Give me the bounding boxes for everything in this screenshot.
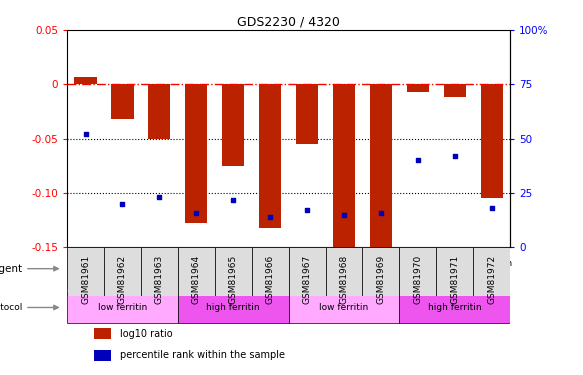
Point <box>192 210 201 216</box>
Bar <box>399 292 510 323</box>
Bar <box>178 248 215 296</box>
Bar <box>325 248 363 296</box>
Text: high ferritin: high ferritin <box>206 303 260 312</box>
Text: SF-0: SF-0 <box>334 264 354 273</box>
Point <box>303 207 312 213</box>
Bar <box>178 292 289 323</box>
Bar <box>67 292 178 323</box>
Point <box>450 153 459 159</box>
Text: low ferritin: low ferritin <box>98 303 147 312</box>
Point <box>376 210 385 216</box>
Bar <box>252 248 289 296</box>
Text: DMEM-Hemin: DMEM-Hemin <box>203 264 264 273</box>
Bar <box>399 249 510 288</box>
Text: SF-FAC (ferric ammonium
citrate): SF-FAC (ferric ammonium citrate) <box>397 259 512 278</box>
Text: DMEM-FBS: DMEM-FBS <box>99 264 146 273</box>
Title: GDS2230 / 4320: GDS2230 / 4320 <box>237 16 340 29</box>
Text: GSM81965: GSM81965 <box>229 255 238 304</box>
Text: GSM81963: GSM81963 <box>155 255 164 304</box>
Bar <box>178 249 289 288</box>
Bar <box>289 249 399 288</box>
Text: growth protocol: growth protocol <box>0 303 23 312</box>
Bar <box>104 248 141 296</box>
Text: GSM81968: GSM81968 <box>339 255 349 304</box>
Point <box>487 205 496 211</box>
Text: agent: agent <box>0 264 23 274</box>
Text: GSM81967: GSM81967 <box>303 255 311 304</box>
Bar <box>185 84 208 224</box>
Point <box>118 201 127 207</box>
Text: low ferritin: low ferritin <box>319 303 368 312</box>
Bar <box>259 84 281 228</box>
Bar <box>148 84 170 139</box>
Bar <box>407 84 429 92</box>
Text: GSM81962: GSM81962 <box>118 255 127 304</box>
Bar <box>289 248 325 296</box>
Text: percentile rank within the sample: percentile rank within the sample <box>120 350 285 360</box>
Bar <box>370 84 392 249</box>
Bar <box>67 249 178 288</box>
Bar <box>399 248 436 296</box>
Point <box>81 131 90 137</box>
Bar <box>75 77 97 84</box>
Bar <box>94 350 111 361</box>
Bar <box>363 248 399 296</box>
Bar <box>289 292 399 323</box>
Text: GSM81964: GSM81964 <box>192 255 201 304</box>
Bar <box>333 84 355 251</box>
Bar <box>444 84 466 98</box>
Bar <box>436 248 473 296</box>
Text: GSM81972: GSM81972 <box>487 255 496 304</box>
Text: GSM81971: GSM81971 <box>450 255 459 304</box>
Bar <box>67 248 104 296</box>
Bar <box>94 328 111 339</box>
Text: GSM81961: GSM81961 <box>81 255 90 304</box>
Point <box>413 158 423 164</box>
Point <box>154 194 164 200</box>
Bar <box>480 84 503 198</box>
Bar <box>111 84 134 119</box>
Bar <box>222 84 244 166</box>
Point <box>339 212 349 218</box>
Text: GSM81970: GSM81970 <box>413 255 422 304</box>
Text: high ferritin: high ferritin <box>428 303 482 312</box>
Point <box>265 214 275 220</box>
Bar <box>296 84 318 144</box>
Bar <box>141 248 178 296</box>
Text: GSM81966: GSM81966 <box>266 255 275 304</box>
Bar <box>215 248 252 296</box>
Point <box>229 196 238 202</box>
Text: log10 ratio: log10 ratio <box>120 329 173 339</box>
Text: GSM81969: GSM81969 <box>377 255 385 304</box>
Bar <box>473 248 510 296</box>
